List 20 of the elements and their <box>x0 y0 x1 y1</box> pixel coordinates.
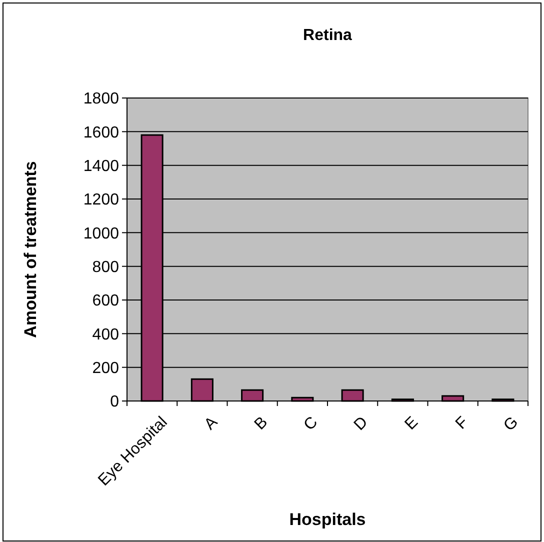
y-tick-label: 1000 <box>83 225 120 242</box>
y-tick-label: 1400 <box>83 158 120 175</box>
x-tick-label: B <box>251 414 272 434</box>
y-axis-title: Amount of treatments <box>21 161 40 338</box>
y-tick-label: 1200 <box>83 192 120 209</box>
y-tick-label: 1800 <box>83 90 120 108</box>
y-tick-label: 1600 <box>83 124 120 142</box>
x-tick-label: E <box>402 414 422 434</box>
y-tick-label: 200 <box>92 360 120 377</box>
x-tick-label: F <box>452 414 472 433</box>
chart-title: Retina <box>303 27 352 44</box>
y-tick-label: 600 <box>92 292 120 310</box>
x-axis-title: Hospitals <box>289 510 366 529</box>
x-tick-label: C <box>300 414 322 434</box>
x-tick-label: G <box>500 414 522 435</box>
y-tick-label: 800 <box>92 258 120 276</box>
x-tick-label: D <box>351 414 372 434</box>
y-tick-label: 0 <box>110 394 120 411</box>
y-tick-label: 400 <box>92 326 120 344</box>
x-tick-label: A <box>201 413 222 434</box>
